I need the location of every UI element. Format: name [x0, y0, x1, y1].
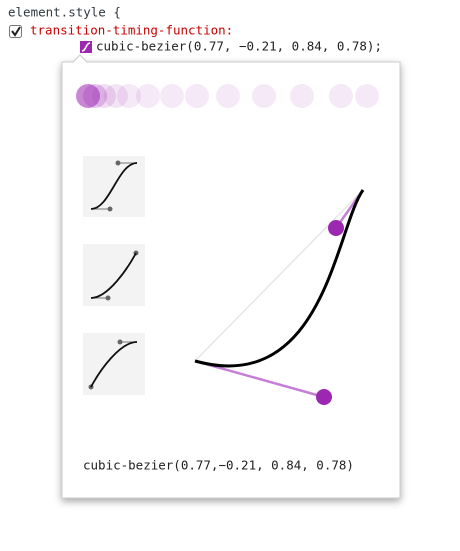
preset-ease-in-out[interactable]: [83, 156, 145, 217]
bezier-swatch[interactable]: [80, 41, 92, 53]
control-point-1[interactable]: [316, 389, 332, 405]
property-name: transition-timing-function:: [30, 23, 233, 38]
preset-ease-out[interactable]: [83, 333, 145, 395]
control-point-2[interactable]: [328, 220, 344, 236]
bezier-text: cubic-bezier(0.77,−0.21, 0.84, 0.78): [83, 458, 354, 473]
bezier-curve-editor: [194, 189, 365, 405]
preset-ease-in[interactable]: [83, 244, 145, 306]
selector: element.style {: [8, 5, 121, 20]
preview-animation: [76, 84, 379, 108]
checkbox[interactable]: [9, 25, 22, 38]
property-value: cubic-bezier(0.77, −0.21, 0.84, 0.78);: [96, 39, 382, 54]
